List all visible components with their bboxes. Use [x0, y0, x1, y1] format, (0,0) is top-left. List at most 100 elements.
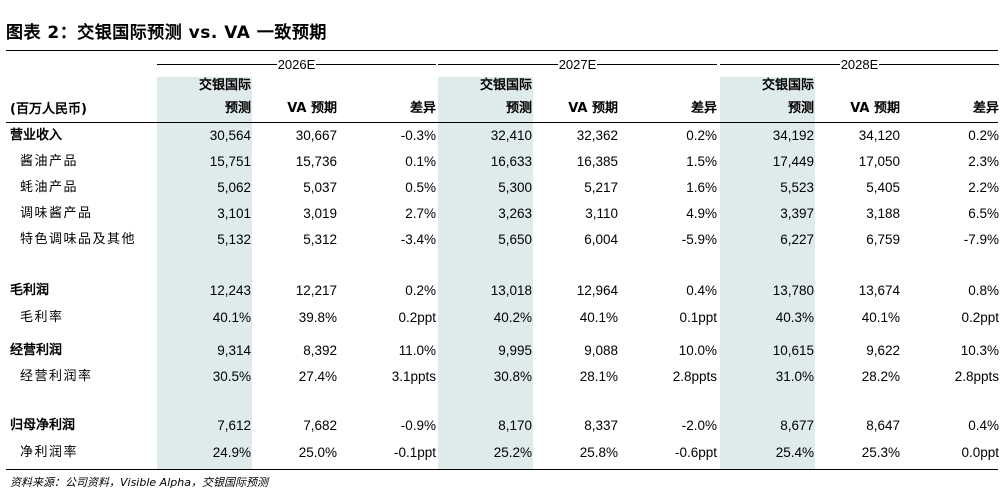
- table-row: 酱油产品 15,751 15,736 0.1% 16,633 16,385 1.5% 17,4…: [0, 149, 1004, 175]
- table-cell: 16,633: [490, 154, 532, 169]
- shade-2027e: [438, 77, 533, 470]
- table-cell: 0.0ppt: [961, 445, 999, 460]
- shade-2028e: [720, 77, 815, 470]
- row-label: 毛利率: [20, 310, 64, 325]
- table-row: 蚝油产品 5,062 5,037 0.5% 5,300 5,217 1.6% 5,523 5,4…: [0, 175, 1004, 201]
- table-cell: 4.9%: [686, 206, 717, 221]
- table-cell: 2.3%: [968, 154, 999, 169]
- table-cell: 6,227: [780, 232, 814, 247]
- table-cell: 32,362: [576, 128, 618, 143]
- table-cell: 10.0%: [678, 343, 717, 358]
- table-cell: 11.0%: [398, 343, 436, 358]
- table-cell: 30,667: [295, 128, 337, 143]
- table-cell: 10.3%: [960, 343, 999, 358]
- group-header-2028e: 2028E: [720, 56, 999, 72]
- table-cell: 40.2%: [493, 310, 532, 325]
- table-cell: 9,995: [498, 343, 532, 358]
- table-cell: 17,449: [772, 154, 814, 169]
- table-cell: 8,647: [866, 418, 900, 433]
- table-cell: 25.8%: [579, 445, 618, 460]
- table-cell: 5,300: [498, 180, 532, 195]
- bottom-rule: [6, 469, 998, 470]
- table-cell: 1.6%: [686, 180, 717, 195]
- table-cell: 2.8ppts: [954, 369, 999, 384]
- group-header-2027e: 2027E: [438, 56, 717, 72]
- table-cell: -0.9%: [400, 418, 436, 433]
- table-cell: 5,037: [303, 180, 337, 195]
- table-cell: 5,132: [217, 232, 251, 247]
- table-cell: 25.3%: [861, 445, 900, 460]
- table-cell: 0.2ppt: [398, 310, 436, 325]
- table-cell: 10,615: [772, 343, 814, 358]
- table-cell: 12,217: [295, 283, 337, 298]
- table-cell: -0.1ppt: [393, 445, 436, 460]
- title-rule: [6, 50, 998, 51]
- table-cell: 0.5%: [405, 180, 436, 195]
- table-cell: 3,101: [217, 206, 251, 221]
- header-diff: 差异: [409, 101, 436, 116]
- table-row: 经营利润率 30.5% 27.4% 3.1ppts 30.8% 28.1% 2.8ppts 3…: [0, 364, 1004, 390]
- table-cell: 40.3%: [775, 310, 814, 325]
- header-forecast-line1: 交银国际: [761, 78, 814, 93]
- header-forecast-line2: 预测: [505, 101, 532, 116]
- header-consensus: VA 预期: [568, 101, 618, 116]
- table-cell: 8,170: [498, 418, 532, 433]
- table-row: 毛利润 12,243 12,217 0.2% 13,018 12,964 0.4% 13,78…: [0, 278, 1004, 304]
- table-cell: 30.5%: [212, 369, 251, 384]
- table-cell: 0.2%: [686, 128, 717, 143]
- table-cell: 6,004: [584, 232, 618, 247]
- table-cell: 12,964: [576, 283, 618, 298]
- table-cell: 40.1%: [861, 310, 900, 325]
- row-label: 毛利润: [10, 283, 50, 298]
- header-forecast-line1: 交银国际: [198, 78, 251, 93]
- row-label: 特色调味品及其他: [20, 232, 137, 247]
- table-cell: 8,337: [584, 418, 618, 433]
- table-cell: 9,088: [584, 343, 618, 358]
- table-cell: -3.4%: [400, 232, 436, 247]
- row-label: 净利润率: [20, 445, 79, 460]
- table-row: 经营利润 9,314 8,392 11.0% 9,995 9,088 10.0% 10,615…: [0, 338, 1004, 364]
- table-cell: 8,392: [303, 343, 337, 358]
- table-cell: -0.3%: [400, 128, 436, 143]
- table-cell: 15,751: [209, 154, 251, 169]
- header-consensus: VA 预期: [850, 101, 900, 116]
- table-cell: 7,682: [303, 418, 337, 433]
- table-cell: 0.4%: [686, 283, 717, 298]
- table-cell: 34,192: [772, 128, 814, 143]
- table-cell: 3,188: [866, 206, 900, 221]
- header-forecast-line1: 交银国际: [479, 78, 532, 93]
- table-row: 调味酱产品 3,101 3,019 2.7% 3,263 3,110 4.9% 3,397 3,…: [0, 201, 1004, 227]
- table-cell: 34,120: [858, 128, 900, 143]
- table-cell: 30,564: [209, 128, 251, 143]
- row-label: 蚝油产品: [20, 180, 79, 195]
- row-label: 经营利润率: [20, 369, 93, 384]
- header-consensus: VA 预期: [287, 101, 337, 116]
- table-cell: 17,050: [858, 154, 900, 169]
- table-cell: 0.2%: [968, 128, 999, 143]
- table-cell: 3.1ppts: [391, 369, 436, 384]
- table-cell: 3,263: [498, 206, 532, 221]
- table-cell: 5,312: [303, 232, 337, 247]
- header-forecast-line2: 预测: [224, 101, 251, 116]
- table-cell: 15,736: [295, 154, 337, 169]
- table-cell: 28.1%: [579, 369, 618, 384]
- table-cell: 0.2ppt: [961, 310, 999, 325]
- table-cell: -0.6ppt: [674, 445, 717, 460]
- table-cell: 6.5%: [968, 206, 999, 221]
- group-header-2026e: 2026E: [157, 56, 436, 72]
- table-row: 特色调味品及其他 5,132 5,312 -3.4% 5,650 6,004 -5.9% 6,…: [0, 227, 1004, 253]
- table-cell: 13,780: [772, 283, 814, 298]
- table-cell: 7,612: [217, 418, 251, 433]
- table-cell: 40.1%: [212, 310, 251, 325]
- row-label: 归母净利润: [10, 418, 76, 433]
- table-cell: 28.2%: [861, 369, 900, 384]
- table-row: 净利润率 24.9% 25.0% -0.1ppt 25.2% 25.8% -0.6ppt 25…: [0, 440, 1004, 466]
- table-row: 营业收入 30,564 30,667 -0.3% 32,410 32,362 0.2% 34,…: [0, 123, 1004, 149]
- table-cell: 5,650: [498, 232, 532, 247]
- table-cell: 13,674: [858, 283, 900, 298]
- table-cell: 9,622: [866, 343, 900, 358]
- table-cell: 1.5%: [686, 154, 717, 169]
- table-cell: 31.0%: [775, 369, 814, 384]
- table-cell: 3,397: [780, 206, 814, 221]
- table-cell: -7.9%: [963, 232, 999, 247]
